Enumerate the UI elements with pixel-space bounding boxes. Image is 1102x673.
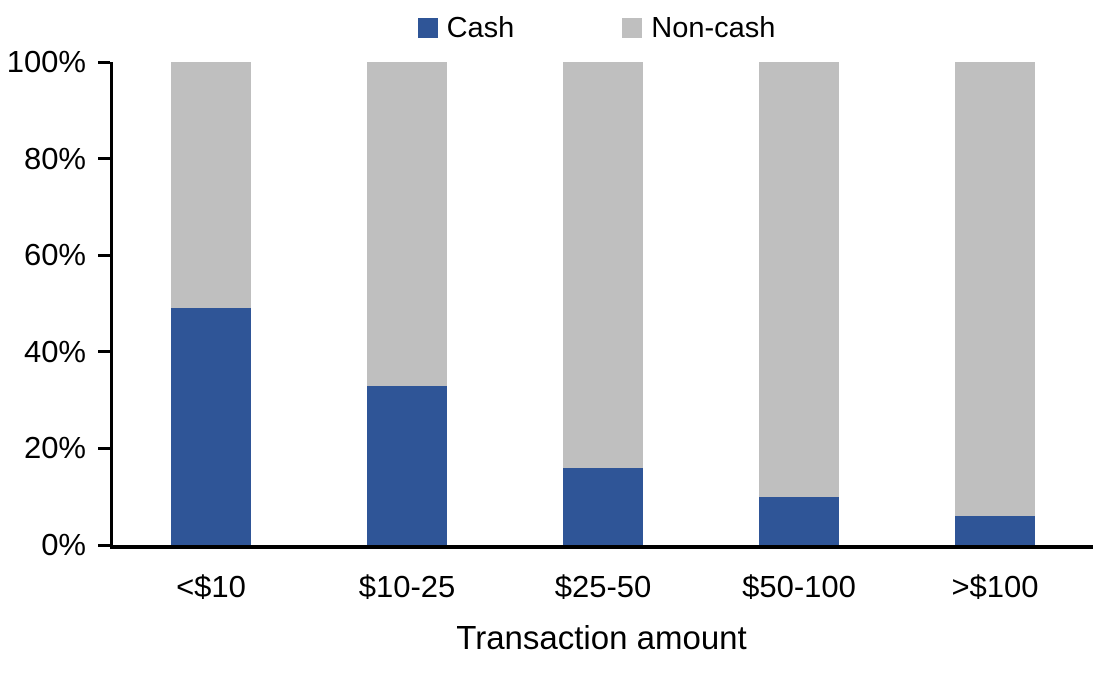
y-axis-tick (98, 446, 110, 450)
bar-segment-noncash (759, 62, 839, 497)
bar-segment-noncash (171, 62, 251, 309)
y-axis-tick (98, 157, 110, 161)
bar-segment-noncash (367, 62, 447, 386)
bar-segment-noncash (563, 62, 643, 468)
x-axis-label: $50-100 (742, 569, 856, 604)
cash-legend-swatch-icon (417, 18, 438, 38)
stacked-bar (367, 62, 447, 545)
legend-item-cash: Cash (417, 10, 515, 46)
x-axis-label: <$10 (176, 569, 246, 604)
bar-segment-noncash (955, 62, 1035, 517)
x-axis-label: $10-25 (358, 569, 456, 604)
stacked-bar (563, 62, 643, 545)
y-axis-tick (98, 60, 110, 64)
x-axis-label: $25-50 (554, 569, 652, 604)
legend-item-noncash: Non-cash (622, 10, 775, 46)
y-axis-tick-label: 0% (41, 527, 86, 562)
y-axis-tick-label: 80% (23, 140, 86, 176)
bar-group (113, 62, 309, 545)
y-axis-tick-label: 20% (23, 430, 86, 466)
chart-legend: Cash Non-cash (0, 10, 1102, 46)
bar-segment-cash (367, 385, 447, 545)
bar-group (701, 62, 897, 545)
stacked-bar (171, 62, 251, 545)
y-axis-tick (98, 350, 110, 354)
y-axis-tick-label: 100% (6, 44, 86, 79)
bar-segment-cash (759, 496, 839, 545)
x-axis-label: >$100 (951, 569, 1039, 604)
bar-segment-cash (955, 516, 1035, 545)
bar-segment-cash (563, 467, 643, 545)
legend-label-noncash: Non-cash (651, 12, 776, 44)
stacked-bar (759, 62, 839, 545)
y-axis-tick-label: 40% (23, 333, 86, 369)
x-axis-title: Transaction amount (456, 619, 747, 656)
x-axis-labels: <$10 $10-25 $25-50 $50-100 >$100 (113, 569, 1093, 605)
bar-group (309, 62, 505, 545)
noncash-legend-swatch-icon (622, 18, 643, 38)
stacked-bar (955, 62, 1035, 545)
bar-group (897, 62, 1093, 545)
bar-segment-cash (171, 308, 251, 545)
plot-area (110, 62, 1093, 549)
y-axis-tick (98, 253, 110, 257)
bar-group (505, 62, 701, 545)
y-axis-tick (98, 543, 110, 547)
y-axis-tick-label: 60% (23, 237, 86, 273)
legend-label-cash: Cash (446, 12, 515, 44)
